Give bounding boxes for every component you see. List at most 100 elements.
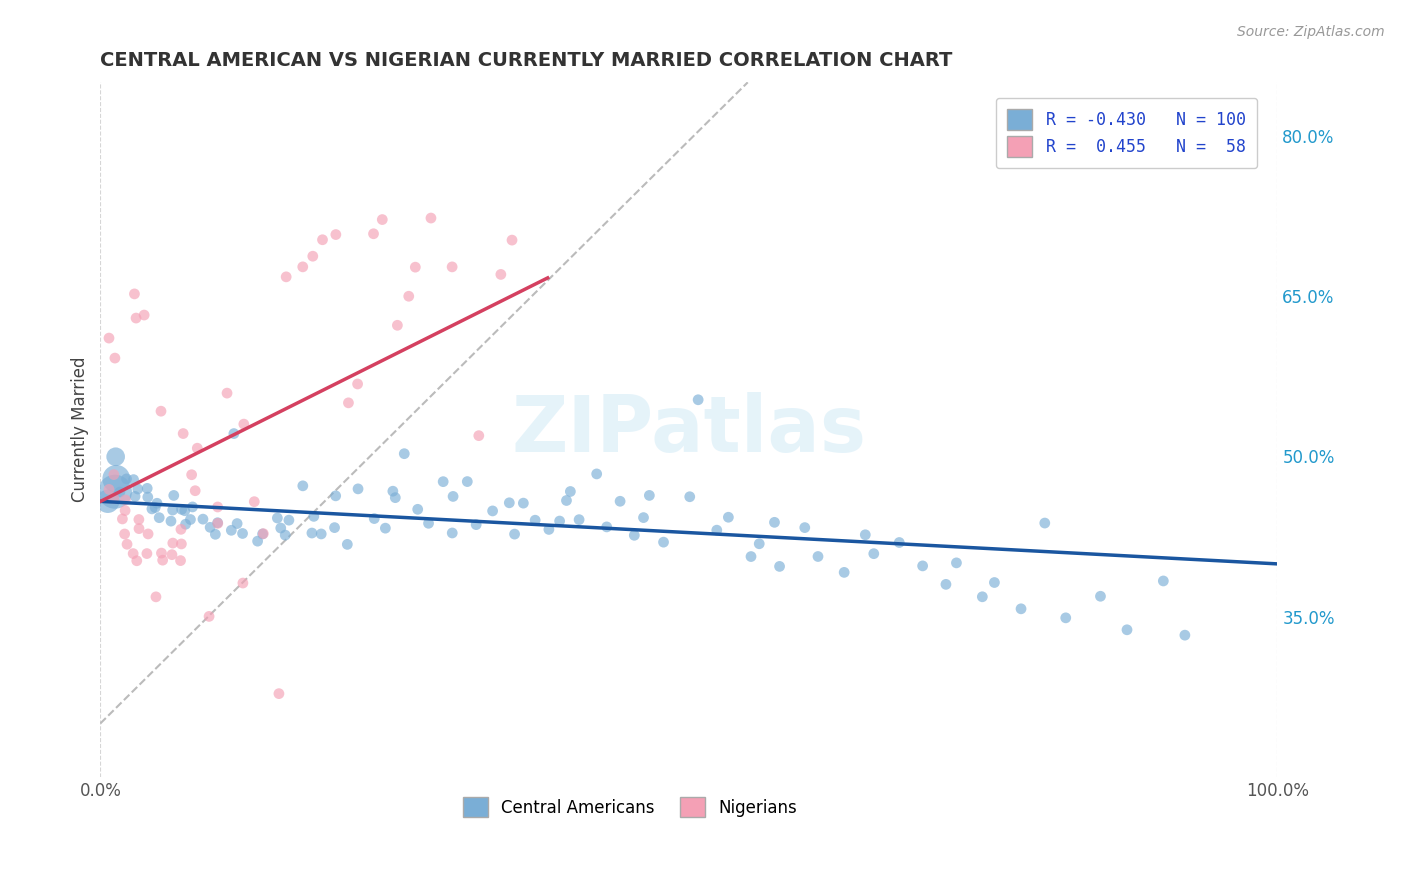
Point (146, 496, 169, 510)
Point (325, 489, 347, 503)
Point (128, 512, 150, 526)
Point (456, 475, 478, 489)
Point (277, 513, 299, 527)
Point (503, 527, 526, 541)
Point (104, 351, 127, 365)
Point (609, 494, 631, 508)
Point (114, 503, 136, 517)
Point (114, 527, 136, 541)
Point (853, 528, 876, 542)
Point (186, 441, 208, 455)
Point (441, 526, 464, 541)
Point (276, 269, 298, 284)
Point (124, 286, 146, 301)
Point (301, 249, 323, 263)
Point (114, 492, 136, 507)
Point (122, 473, 145, 487)
Point (98, 331, 121, 345)
Point (145, 590, 167, 604)
Point (207, 516, 229, 531)
Point (104, 484, 127, 499)
Point (103, 491, 125, 506)
Point (311, 233, 333, 247)
Point (169, 553, 191, 567)
Point (181, 500, 204, 514)
Point (97, 494, 120, 508)
Point (302, 509, 325, 524)
Point (652, 535, 675, 549)
Point (384, 491, 406, 505)
Point (136, 481, 159, 495)
Point (512, 496, 534, 510)
Point (568, 513, 591, 527)
Point (163, 488, 186, 502)
Point (336, 537, 359, 551)
Point (184, 483, 207, 498)
Point (537, 523, 560, 537)
Point (501, 233, 523, 247)
Point (363, 511, 385, 525)
Point (136, 490, 159, 504)
Point (706, 523, 728, 537)
Point (173, 504, 195, 518)
Legend: Central Americans, Nigerians: Central Americans, Nigerians (457, 790, 804, 824)
Point (465, 517, 488, 532)
Point (136, 527, 159, 541)
Point (945, 556, 967, 570)
Point (1174, 628, 1197, 642)
Point (346, 376, 368, 391)
Point (394, 447, 416, 461)
Point (152, 553, 174, 567)
Y-axis label: Currently Married: Currently Married (72, 357, 89, 502)
Point (406, 502, 429, 516)
Point (127, 482, 149, 496)
Point (174, 517, 197, 532)
Point (1010, 602, 1032, 616)
Point (170, 522, 193, 536)
Point (688, 392, 710, 407)
Point (160, 514, 183, 528)
Point (524, 513, 547, 527)
Point (172, 426, 194, 441)
Point (105, 472, 128, 486)
Point (162, 536, 184, 550)
Point (420, 211, 443, 225)
Point (274, 528, 297, 542)
Point (191, 512, 214, 526)
Point (398, 289, 420, 303)
Point (441, 260, 464, 274)
Point (122, 547, 145, 561)
Point (115, 537, 138, 551)
Point (128, 522, 150, 536)
Point (740, 549, 762, 564)
Point (1054, 611, 1077, 625)
Point (935, 577, 957, 591)
Point (323, 520, 346, 534)
Point (222, 426, 245, 441)
Point (983, 575, 1005, 590)
Text: CENTRAL AMERICAN VS NIGERIAN CURRENTLY MARRIED CORRELATION CHART: CENTRAL AMERICAN VS NIGERIAN CURRENTLY M… (100, 51, 953, 70)
Point (381, 484, 404, 499)
Point (1152, 574, 1174, 588)
Point (104, 450, 127, 464)
Point (768, 559, 790, 574)
Point (266, 511, 288, 525)
Point (309, 527, 332, 541)
Point (347, 482, 370, 496)
Point (291, 479, 314, 493)
Point (862, 547, 884, 561)
Point (489, 268, 512, 282)
Point (337, 396, 360, 410)
Point (623, 528, 645, 542)
Point (198, 609, 221, 624)
Point (585, 467, 607, 481)
Point (555, 493, 578, 508)
Point (221, 524, 243, 538)
Point (162, 503, 184, 517)
Point (548, 514, 571, 528)
Point (232, 417, 254, 431)
Point (180, 467, 202, 482)
Point (374, 521, 396, 535)
Point (1116, 623, 1139, 637)
Point (270, 521, 292, 535)
